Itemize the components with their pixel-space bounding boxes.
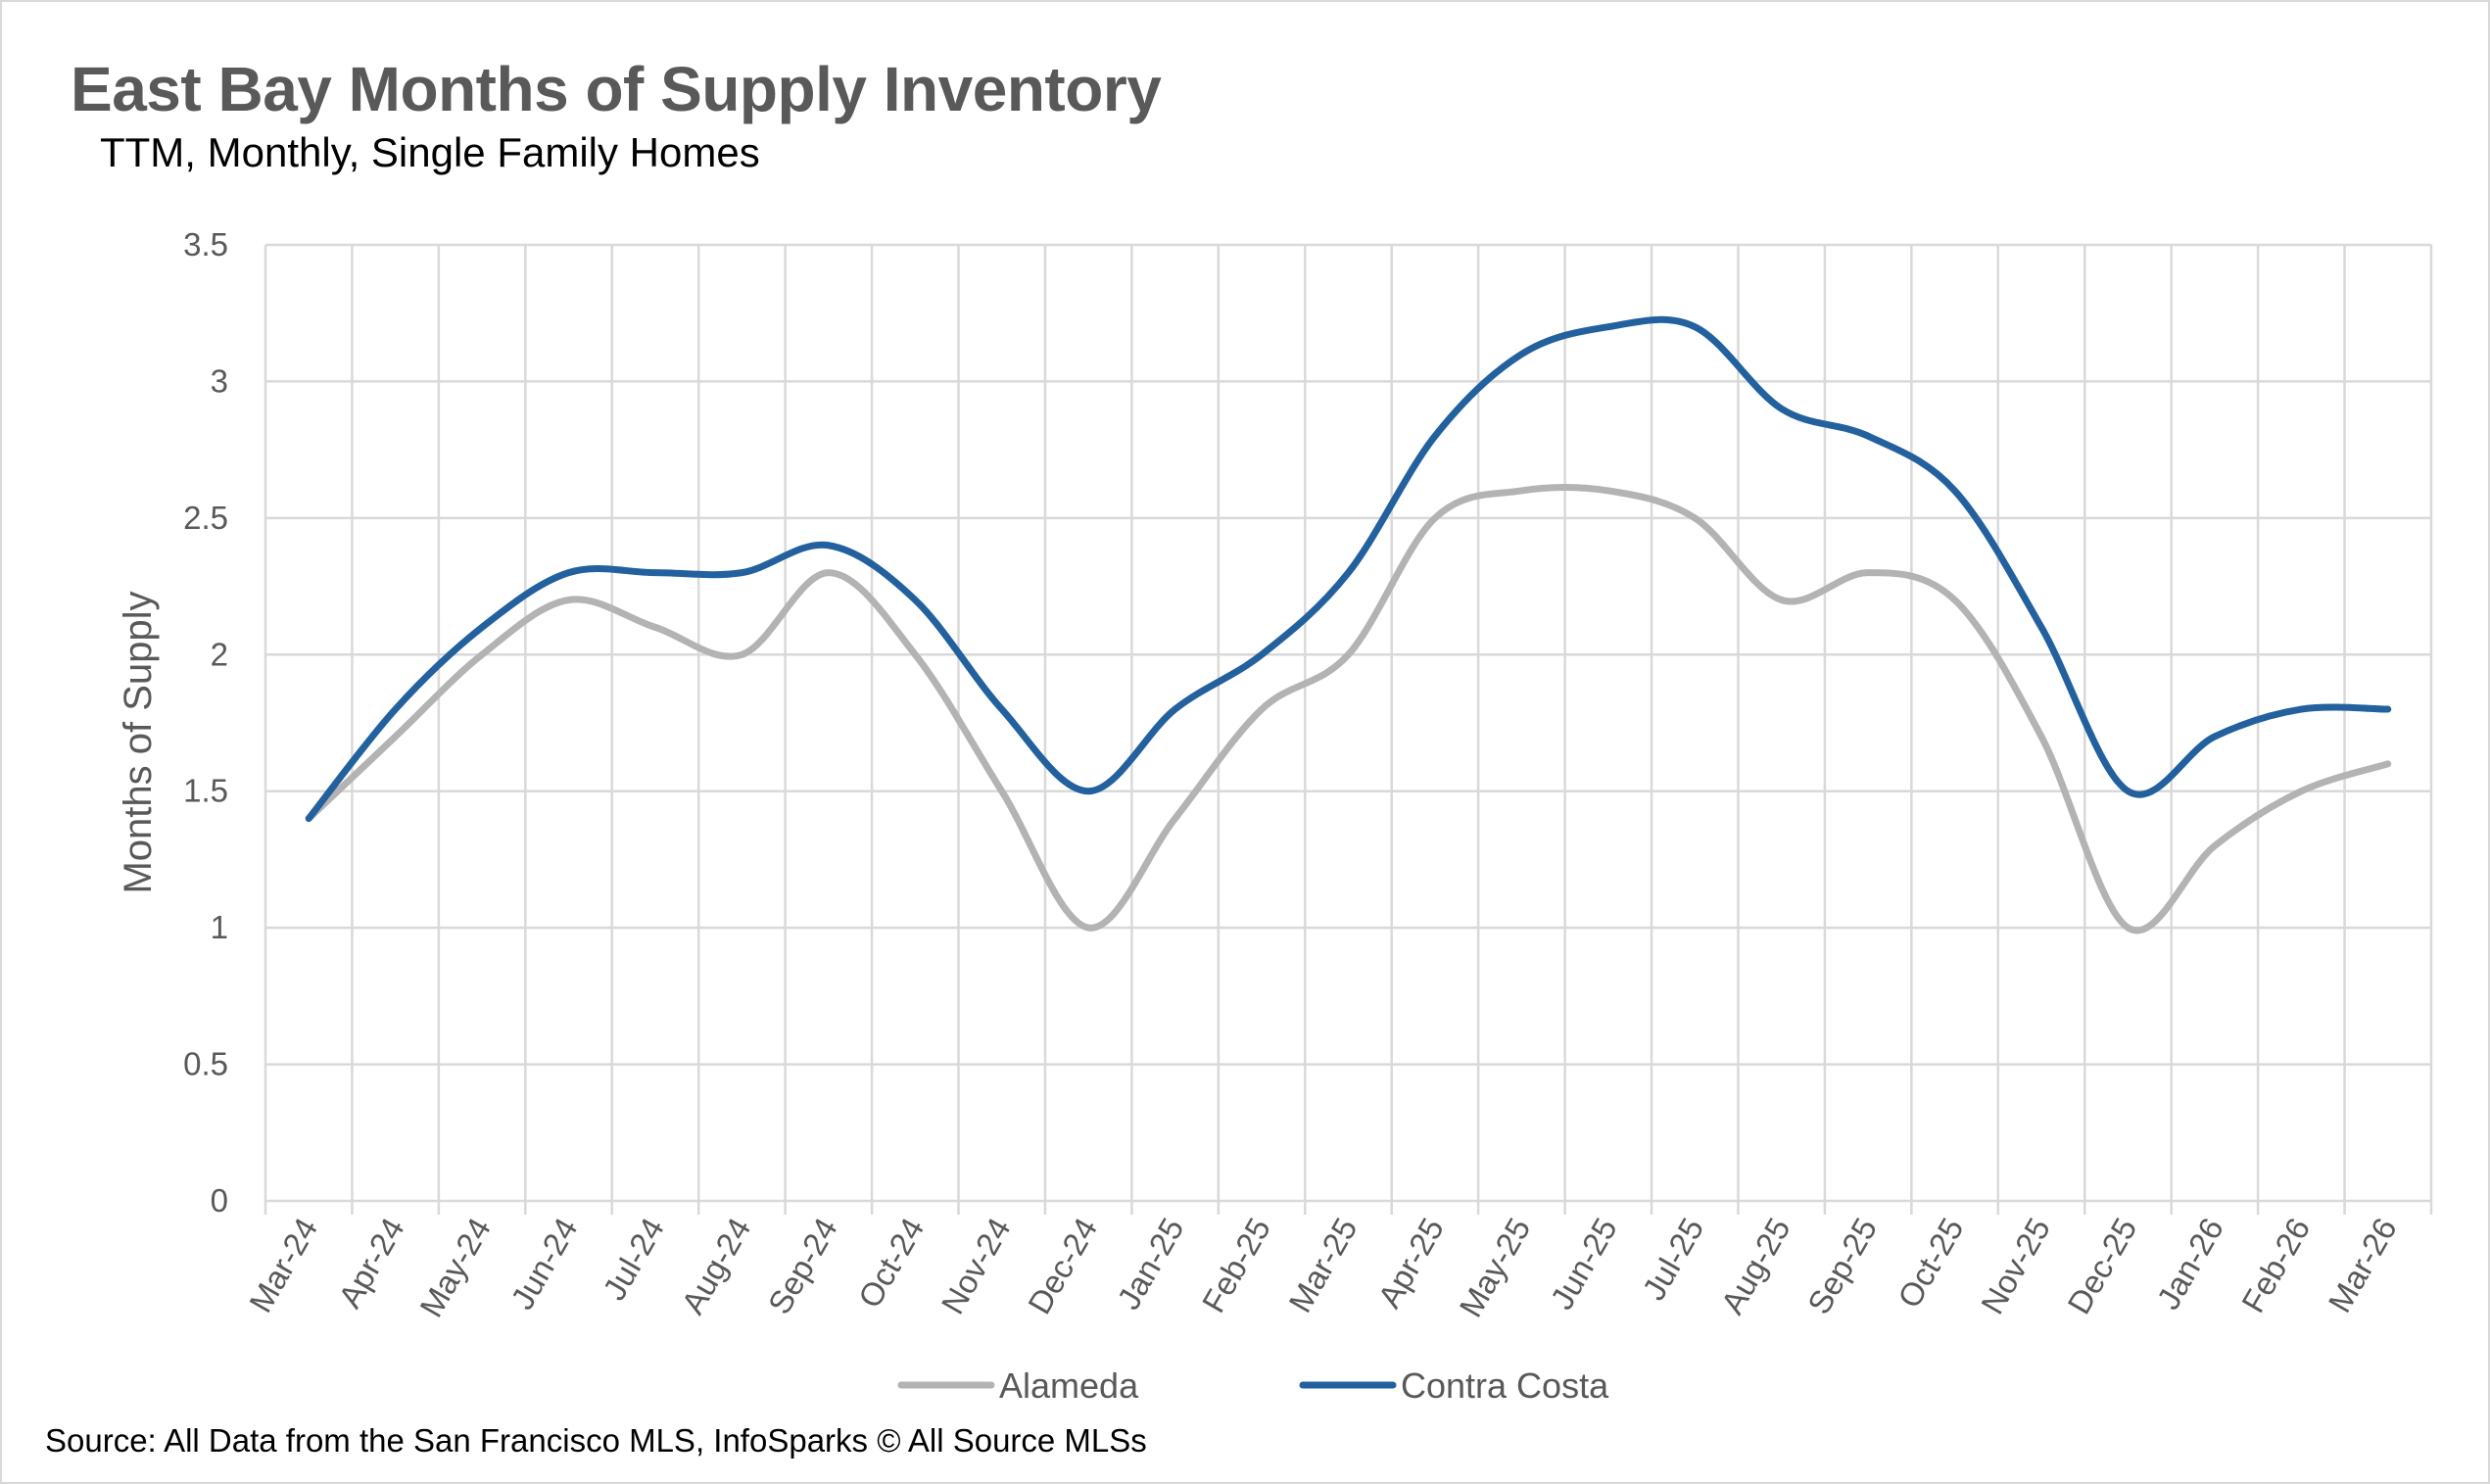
x-tick-label: Jun-25 xyxy=(1543,1212,1623,1316)
x-tick-label: Mar-24 xyxy=(242,1212,324,1318)
x-tick-label: Feb-25 xyxy=(1195,1212,1277,1318)
y-tick-label: 0.5 xyxy=(183,1046,228,1082)
x-tick-label: Jul-24 xyxy=(596,1212,671,1306)
legend-label: Contra Costa xyxy=(1401,1365,1609,1406)
series-line-alameda xyxy=(305,483,2392,934)
x-tick-label: Aug-24 xyxy=(674,1212,757,1320)
x-tick-label: Jun-24 xyxy=(503,1212,584,1316)
x-tick-label: Dec-25 xyxy=(2060,1212,2143,1320)
series-line-contra-costa xyxy=(305,315,2392,823)
y-tick-label: 1.5 xyxy=(183,773,228,809)
x-tick-label: Dec-24 xyxy=(1021,1212,1104,1320)
y-axis-label: Months of Supply xyxy=(117,591,160,893)
y-tick-label: 3.5 xyxy=(183,226,228,263)
x-tick-label: Sep-25 xyxy=(1800,1212,1884,1320)
x-tick-label: Jan-25 xyxy=(1110,1212,1190,1316)
x-tick-label: Oct-24 xyxy=(851,1212,932,1314)
x-tick-label: Mar-25 xyxy=(1281,1212,1364,1318)
x-tick-label: Mar-26 xyxy=(2322,1212,2404,1318)
legend-label: Alameda xyxy=(999,1365,1139,1406)
x-tick-label: Feb-26 xyxy=(2234,1212,2317,1318)
chart-title: East Bay Months of Supply Inventory xyxy=(71,54,1162,124)
y-tick-label: 1 xyxy=(211,909,228,945)
y-tick-label: 2 xyxy=(211,636,228,672)
y-tick-label: 0 xyxy=(211,1182,228,1219)
source-note: Source: All Data from the San Francisco … xyxy=(45,1422,1147,1459)
x-tick-label: Nov-24 xyxy=(934,1212,1018,1320)
x-tick-label: Apr-25 xyxy=(1370,1212,1451,1314)
x-tick-label: Apr-24 xyxy=(331,1212,411,1314)
x-tick-label: Aug-25 xyxy=(1714,1212,1797,1320)
y-tick-label: 2.5 xyxy=(183,500,228,536)
x-tick-label: May-25 xyxy=(1452,1212,1537,1323)
x-tick-label: Sep-24 xyxy=(761,1212,844,1320)
x-tick-label: Jul-25 xyxy=(1635,1212,1710,1306)
x-tick-label: Oct-25 xyxy=(1891,1212,1971,1314)
x-tick-label: Jan-26 xyxy=(2149,1212,2229,1316)
x-tick-label: Nov-25 xyxy=(1974,1212,2057,1320)
x-tick-label: May-24 xyxy=(412,1212,498,1323)
chart-subtitle: TTM, Monthly, Single Family Homes xyxy=(100,129,760,175)
y-tick-label: 3 xyxy=(211,362,228,399)
